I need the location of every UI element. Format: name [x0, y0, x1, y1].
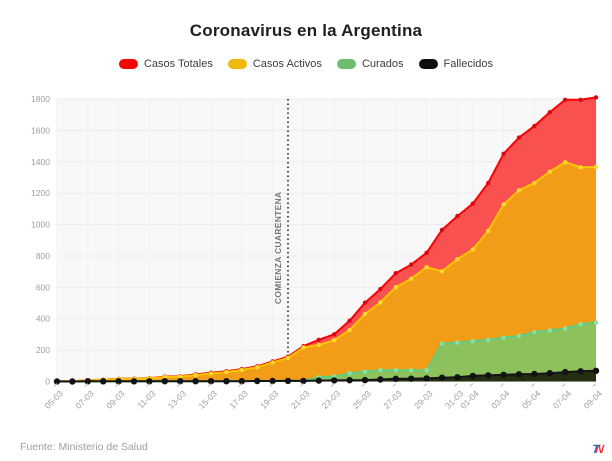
- x-tick-label: 05-04: [520, 388, 543, 411]
- y-tick-label: 1200: [31, 188, 50, 198]
- legend-item-curados: Curados: [336, 58, 404, 70]
- x-tick-mark: [269, 383, 273, 387]
- x-tick-mark: [592, 383, 597, 387]
- x-tick-mark: [84, 383, 89, 387]
- x-tick-mark: [115, 383, 119, 387]
- series-area-fallecidos: [57, 370, 596, 382]
- legend-swatch-curados: [336, 59, 356, 69]
- x-tick-label: 23-03: [320, 388, 343, 411]
- y-tick-label: 1400: [31, 157, 50, 167]
- page-title: Coronavirus en la Argentina: [189, 21, 423, 40]
- legend-label-casos-activos: Casos Activos: [252, 58, 322, 70]
- x-tick-label: 17-03: [227, 388, 250, 411]
- x-tick-label: 09-04: [581, 388, 604, 411]
- series-area-casos-activos: [57, 162, 596, 382]
- x-tick-label: 29-03: [412, 388, 435, 411]
- series-markers-casos-activos: [54, 160, 599, 384]
- x-tick-mark: [53, 383, 58, 387]
- x-tick-mark: [300, 383, 304, 387]
- x-tick-mark: [500, 383, 504, 387]
- x-tick-mark: [146, 383, 150, 387]
- x-tick-mark: [454, 383, 458, 387]
- quarantine-label: COMIENZA CUARENTENA: [273, 192, 283, 305]
- legend-label-casos-totales: Casos Totales: [143, 58, 213, 70]
- legend-swatch-casos-activos: [227, 59, 247, 69]
- x-tick-mark: [469, 383, 474, 387]
- legend-item-fallecidos: Fallecidos: [418, 58, 494, 70]
- y-tick-label: 0: [45, 377, 50, 387]
- x-tick-mark: [423, 383, 427, 387]
- y-tick-label: 1800: [31, 94, 50, 104]
- x-tick-mark: [531, 383, 535, 387]
- tn-logo: TN: [591, 442, 603, 456]
- x-tick-mark: [561, 383, 566, 387]
- x-tick-label: 21-03: [289, 388, 312, 411]
- legend-item-casos-activos: Casos Activos: [227, 58, 322, 70]
- y-tick-label: 600: [36, 282, 50, 292]
- y-tick-label: 200: [36, 345, 50, 355]
- x-tick-label: 15-03: [196, 388, 219, 411]
- chart-legend: Casos Totales Casos Activos Curados Falleci…: [0, 58, 612, 70]
- tn-logo-n: N: [594, 442, 604, 456]
- y-tick-label: 1000: [31, 220, 50, 230]
- x-tick-label: 11-03: [135, 388, 157, 410]
- y-tick-label: 1600: [31, 125, 50, 135]
- x-tick-label: 25-03: [350, 388, 373, 411]
- legend-swatch-fallecidos: [418, 59, 438, 69]
- x-tick-mark: [392, 383, 397, 387]
- x-tick-label: 07-03: [73, 388, 96, 411]
- x-tick-mark: [207, 383, 212, 387]
- x-tick-mark: [238, 383, 243, 387]
- legend-swatch-casos-totales: [118, 59, 138, 69]
- y-tick-label: 800: [36, 251, 50, 261]
- series-area-curados: [57, 322, 596, 382]
- y-tick-label: 400: [36, 314, 50, 324]
- legend-label-fallecidos: Fallecidos: [443, 58, 494, 70]
- x-tick-label: 05-03: [42, 388, 65, 411]
- x-tick-label: 19-03: [258, 388, 281, 411]
- x-tick-label: 01-04: [458, 388, 481, 411]
- x-tick-mark: [176, 383, 181, 387]
- legend-label-curados: Curados: [361, 58, 404, 70]
- legend-item-casos-totales: Casos Totales: [118, 58, 213, 70]
- series-line-casos-activos: [56, 161, 597, 383]
- series-markers-fallecidos: [53, 367, 600, 385]
- x-tick-mark: [330, 383, 335, 387]
- x-tick-label: 13-03: [166, 388, 189, 411]
- x-tick-label: 09-03: [104, 388, 127, 411]
- x-tick-mark: [361, 383, 366, 387]
- x-tick-label: 03-04: [489, 388, 512, 411]
- x-tick-label: 27-03: [381, 388, 404, 411]
- x-tick-label: 07-04: [551, 388, 574, 411]
- source-credit: Fuente: Ministerio de Salud: [20, 441, 148, 453]
